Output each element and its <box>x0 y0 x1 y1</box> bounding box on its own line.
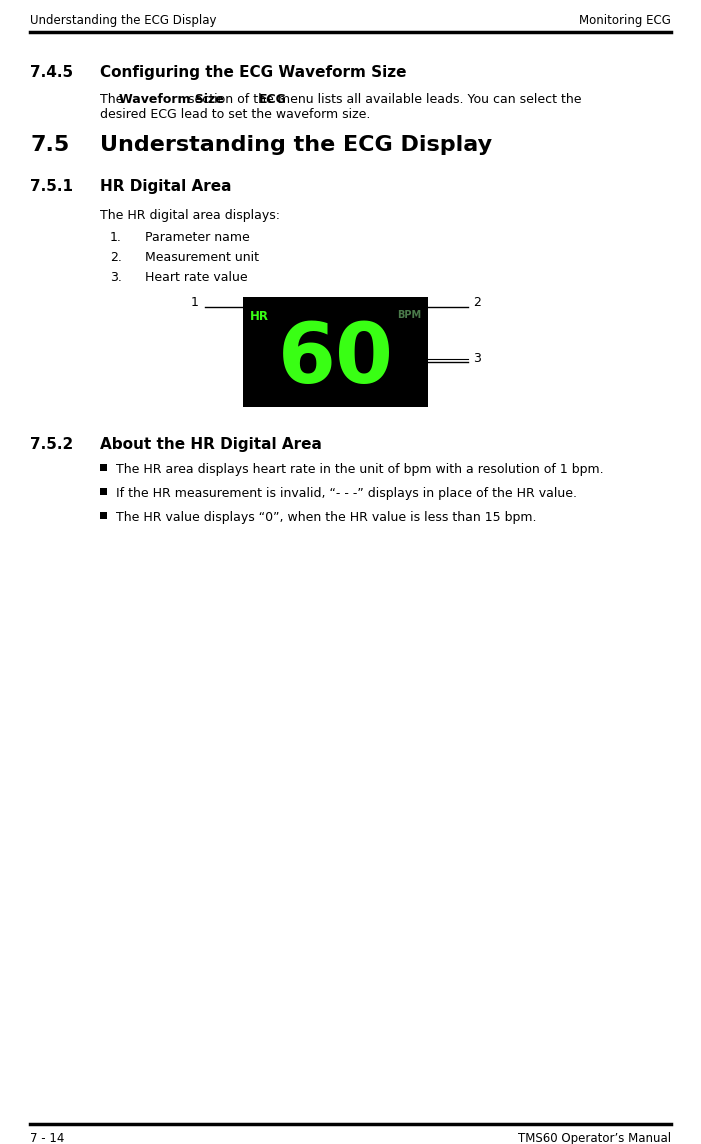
Text: section of the: section of the <box>184 93 278 106</box>
Text: ECG: ECG <box>259 93 287 106</box>
Text: 1: 1 <box>191 296 199 310</box>
Text: Monitoring ECG: Monitoring ECG <box>579 14 671 27</box>
Bar <box>100 464 107 471</box>
Text: TMS60 Operator’s Manual: TMS60 Operator’s Manual <box>518 1133 671 1144</box>
Text: The HR area displays heart rate in the unit of bpm with a resolution of 1 bpm.: The HR area displays heart rate in the u… <box>116 463 604 476</box>
Text: 7.5.1: 7.5.1 <box>30 178 73 194</box>
Text: The HR digital area displays:: The HR digital area displays: <box>100 209 280 222</box>
Text: About the HR Digital Area: About the HR Digital Area <box>100 437 322 452</box>
Text: Measurement unit: Measurement unit <box>145 251 259 264</box>
Text: 7.5.2: 7.5.2 <box>30 437 73 452</box>
Text: The: The <box>100 93 128 106</box>
Bar <box>243 297 428 407</box>
Text: 3.: 3. <box>110 271 122 284</box>
Text: Parameter name: Parameter name <box>145 231 250 244</box>
Text: menu lists all available leads. You can select the: menu lists all available leads. You can … <box>274 93 582 106</box>
Text: Waveform Size: Waveform Size <box>118 93 224 106</box>
Bar <box>100 488 107 495</box>
Text: desired ECG lead to set the waveform size.: desired ECG lead to set the waveform siz… <box>100 108 370 121</box>
Text: 7.4.5: 7.4.5 <box>30 65 73 80</box>
Text: 7 - 14: 7 - 14 <box>30 1133 64 1144</box>
Text: The HR value displays “0”, when the HR value is less than 15 bpm.: The HR value displays “0”, when the HR v… <box>116 511 536 524</box>
Text: 7.5: 7.5 <box>30 135 69 154</box>
Text: 2: 2 <box>473 296 481 310</box>
Text: If the HR measurement is invalid, “- - -” displays in place of the HR value.: If the HR measurement is invalid, “- - -… <box>116 487 577 500</box>
Text: 2.: 2. <box>110 251 122 264</box>
Bar <box>100 513 107 519</box>
Text: Configuring the ECG Waveform Size: Configuring the ECG Waveform Size <box>100 65 407 80</box>
Text: HR: HR <box>250 310 269 323</box>
Text: 60: 60 <box>278 319 393 400</box>
Text: Understanding the ECG Display: Understanding the ECG Display <box>100 135 492 154</box>
Text: HR Digital Area: HR Digital Area <box>100 178 231 194</box>
Text: 3: 3 <box>473 351 481 365</box>
Text: 1.: 1. <box>110 231 122 244</box>
Text: BPM: BPM <box>397 310 421 320</box>
Text: Understanding the ECG Display: Understanding the ECG Display <box>30 14 217 27</box>
Text: Heart rate value: Heart rate value <box>145 271 247 284</box>
